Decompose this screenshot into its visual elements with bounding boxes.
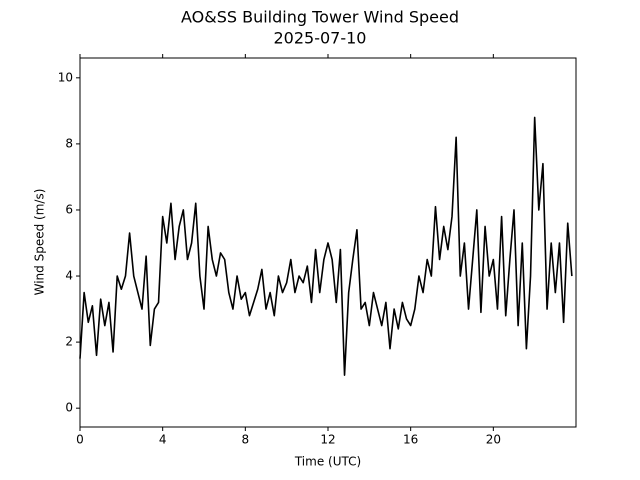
y-tick-label: 2 [65,335,73,349]
x-tick-label: 0 [76,433,84,447]
y-tick-label: 4 [65,269,73,283]
data-line [79,116,573,376]
x-axis-label: Time (UTC) [294,455,361,469]
x-tick-label: 12 [320,433,335,447]
y-tick-label: 10 [58,70,73,84]
y-axis-label: Wind Speed (m/s) [33,189,47,296]
x-tick-label: 8 [242,433,250,447]
y-tick-label: 0 [65,401,73,415]
y-tick-label: 8 [65,136,73,150]
y-tick-label: 6 [65,202,73,216]
plot-frame [79,57,577,428]
x-tick-label: 16 [403,433,418,447]
chart-title: AO&SS Building Tower Wind Speed [181,8,459,27]
chart-subtitle: 2025-07-10 [274,29,367,48]
x-tick-label: 20 [486,433,501,447]
x-tick-label: 4 [159,433,167,447]
